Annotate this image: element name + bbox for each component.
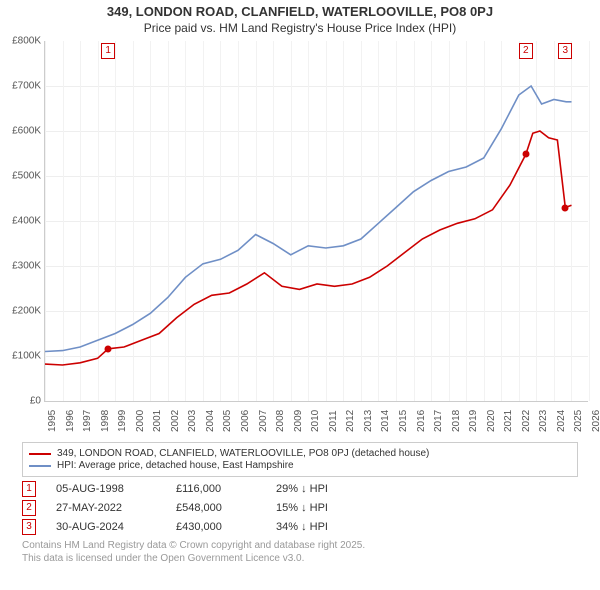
x-tick-label: 1995 <box>47 410 58 432</box>
y-tick-label: £300K <box>1 261 41 272</box>
transaction-date: 05-AUG-1998 <box>56 483 156 495</box>
chart-plot-area: £0£100K£200K£300K£400K£500K£600K£700K£80… <box>44 41 588 402</box>
x-tick-label: 2002 <box>170 410 181 432</box>
x-tick-label: 2021 <box>503 410 514 432</box>
legend-label: HPI: Average price, detached house, East… <box>57 460 294 471</box>
transaction-delta: 15% ↓ HPI <box>276 502 396 514</box>
legend-swatch <box>29 465 51 467</box>
transaction-dot <box>105 345 112 352</box>
transaction-dot <box>522 151 529 158</box>
legend-row: HPI: Average price, detached house, East… <box>29 460 571 471</box>
transaction-price: £430,000 <box>176 521 256 533</box>
x-tick-label: 2025 <box>573 410 584 432</box>
legend-label: 349, LONDON ROAD, CLANFIELD, WATERLOOVIL… <box>57 448 429 459</box>
y-tick-label: £600K <box>1 126 41 137</box>
transaction-dot <box>562 204 569 211</box>
x-tick-label: 2001 <box>152 410 163 432</box>
x-tick-label: 1999 <box>117 410 128 432</box>
transaction-row: 1 05-AUG-1998 £116,000 29% ↓ HPI <box>22 481 578 497</box>
chart-svg <box>45 41 589 401</box>
marker-box: 2 <box>519 43 533 59</box>
x-tick-label: 2004 <box>205 410 216 432</box>
x-tick-label: 2026 <box>591 410 600 432</box>
series-hpi <box>45 86 572 352</box>
x-tick-label: 2018 <box>451 410 462 432</box>
x-tick-label: 2006 <box>240 410 251 432</box>
x-tick-label: 2013 <box>363 410 374 432</box>
x-tick-label: 2017 <box>433 410 444 432</box>
transaction-date: 27-MAY-2022 <box>56 502 156 514</box>
y-tick-label: £200K <box>1 306 41 317</box>
x-tick-label: 2022 <box>521 410 532 432</box>
legend-row: 349, LONDON ROAD, CLANFIELD, WATERLOOVIL… <box>29 448 571 459</box>
x-tick-label: 2011 <box>328 410 339 432</box>
marker-box: 3 <box>558 43 572 59</box>
x-tick-label: 2014 <box>380 410 391 432</box>
footer-line: Contains HM Land Registry data © Crown c… <box>22 539 578 552</box>
y-tick-label: £700K <box>1 81 41 92</box>
transaction-date: 30-AUG-2024 <box>56 521 156 533</box>
x-tick-label: 2009 <box>293 410 304 432</box>
y-tick-label: £0 <box>1 396 41 407</box>
footer-line: This data is licensed under the Open Gov… <box>22 552 578 565</box>
marker-box: 1 <box>101 43 115 59</box>
x-tick-label: 2012 <box>345 410 356 432</box>
chart-title: 349, LONDON ROAD, CLANFIELD, WATERLOOVIL… <box>0 4 600 19</box>
x-tick-label: 1996 <box>65 410 76 432</box>
x-tick-label: 2003 <box>187 410 198 432</box>
x-tick-label: 2016 <box>416 410 427 432</box>
x-tick-label: 2008 <box>275 410 286 432</box>
x-tick-label: 2020 <box>486 410 497 432</box>
transaction-row: 2 27-MAY-2022 £548,000 15% ↓ HPI <box>22 500 578 516</box>
transaction-marker: 1 <box>22 481 36 497</box>
y-tick-label: £400K <box>1 216 41 227</box>
y-tick-label: £500K <box>1 171 41 182</box>
x-tick-label: 2023 <box>538 410 549 432</box>
y-tick-label: £800K <box>1 36 41 47</box>
series-price_paid <box>45 131 572 365</box>
legend-swatch <box>29 453 51 455</box>
x-tick-label: 2010 <box>310 410 321 432</box>
vertical-gridline <box>589 41 590 401</box>
legend: 349, LONDON ROAD, CLANFIELD, WATERLOOVIL… <box>22 442 578 477</box>
transaction-marker: 3 <box>22 519 36 535</box>
transaction-marker: 2 <box>22 500 36 516</box>
x-tick-label: 2007 <box>258 410 269 432</box>
chart-subtitle: Price paid vs. HM Land Registry's House … <box>0 21 600 35</box>
x-tick-label: 2005 <box>222 410 233 432</box>
x-tick-label: 2000 <box>135 410 146 432</box>
x-tick-label: 2024 <box>556 410 567 432</box>
x-tick-label: 2015 <box>398 410 409 432</box>
transaction-price: £116,000 <box>176 483 256 495</box>
y-tick-label: £100K <box>1 351 41 362</box>
transaction-delta: 34% ↓ HPI <box>276 521 396 533</box>
attribution-footer: Contains HM Land Registry data © Crown c… <box>22 539 578 565</box>
x-tick-label: 1997 <box>82 410 93 432</box>
x-axis-ticks: 1995 1996 1997 1998 1999 2000 2001 2002 2003 2004… <box>44 402 588 436</box>
transaction-delta: 29% ↓ HPI <box>276 483 396 495</box>
x-tick-label: 2019 <box>468 410 479 432</box>
transaction-price: £548,000 <box>176 502 256 514</box>
transactions-table: 1 05-AUG-1998 £116,000 29% ↓ HPI 2 27-MAY-202… <box>22 481 578 535</box>
x-tick-label: 1998 <box>100 410 111 432</box>
transaction-row: 3 30-AUG-2024 £430,000 34% ↓ HPI <box>22 519 578 535</box>
